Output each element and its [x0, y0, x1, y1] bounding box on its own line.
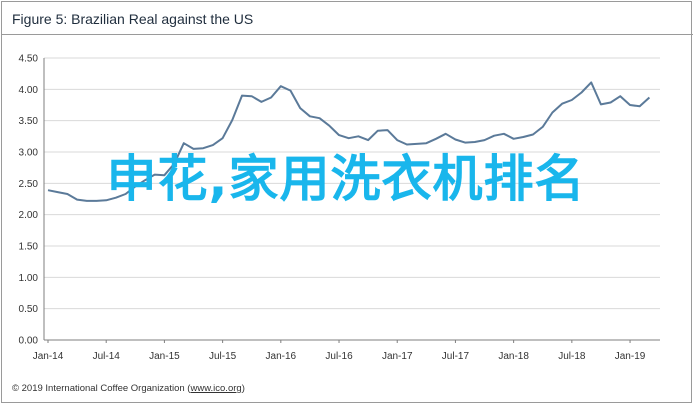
series-line	[47, 81, 651, 202]
y-tick-label: 3.50	[19, 116, 39, 127]
title-divider	[2, 34, 693, 35]
overlay-watermark-text: 申花,家用洗衣机排名	[106, 150, 586, 208]
y-tick-label: 3.00	[19, 148, 39, 159]
x-tick-label: Jan-15	[149, 351, 180, 362]
y-tick-label: 0.00	[19, 336, 39, 347]
copyright-prefix: © 2019 International Coffee Organization…	[12, 383, 191, 394]
y-tick-label: 1.50	[19, 242, 39, 253]
x-tick-label: Jul-14	[93, 351, 121, 362]
x-tick-label: Jan-14	[33, 351, 64, 362]
x-tick-label: Jul-15	[209, 351, 237, 362]
y-tick-label: 2.50	[19, 179, 39, 190]
y-tick-label: 4.50	[19, 54, 39, 65]
copyright-suffix: )	[241, 383, 245, 394]
y-tick-label: 1.00	[19, 273, 39, 284]
x-tick-label: Jan-19	[615, 351, 646, 362]
x-tick-label: Jul-18	[558, 351, 586, 362]
y-tick-label: 2.00	[19, 210, 39, 221]
copyright-link[interactable]: www.ico.org	[190, 383, 242, 394]
y-tick-label: 4.00	[19, 85, 39, 96]
x-tick-label: Jul-16	[325, 351, 353, 362]
copyright-notice: © 2019 International Coffee Organization…	[12, 383, 245, 394]
y-tick-label: 0.50	[19, 304, 39, 315]
x-tick-label: Jan-17	[382, 351, 413, 362]
x-tick-label: Jan-16	[266, 351, 297, 362]
x-tick-label: Jan-18	[498, 351, 529, 362]
x-tick-label: Jul-17	[442, 351, 470, 362]
figure-title: Figure 5: Brazilian Real against the US	[12, 11, 254, 27]
